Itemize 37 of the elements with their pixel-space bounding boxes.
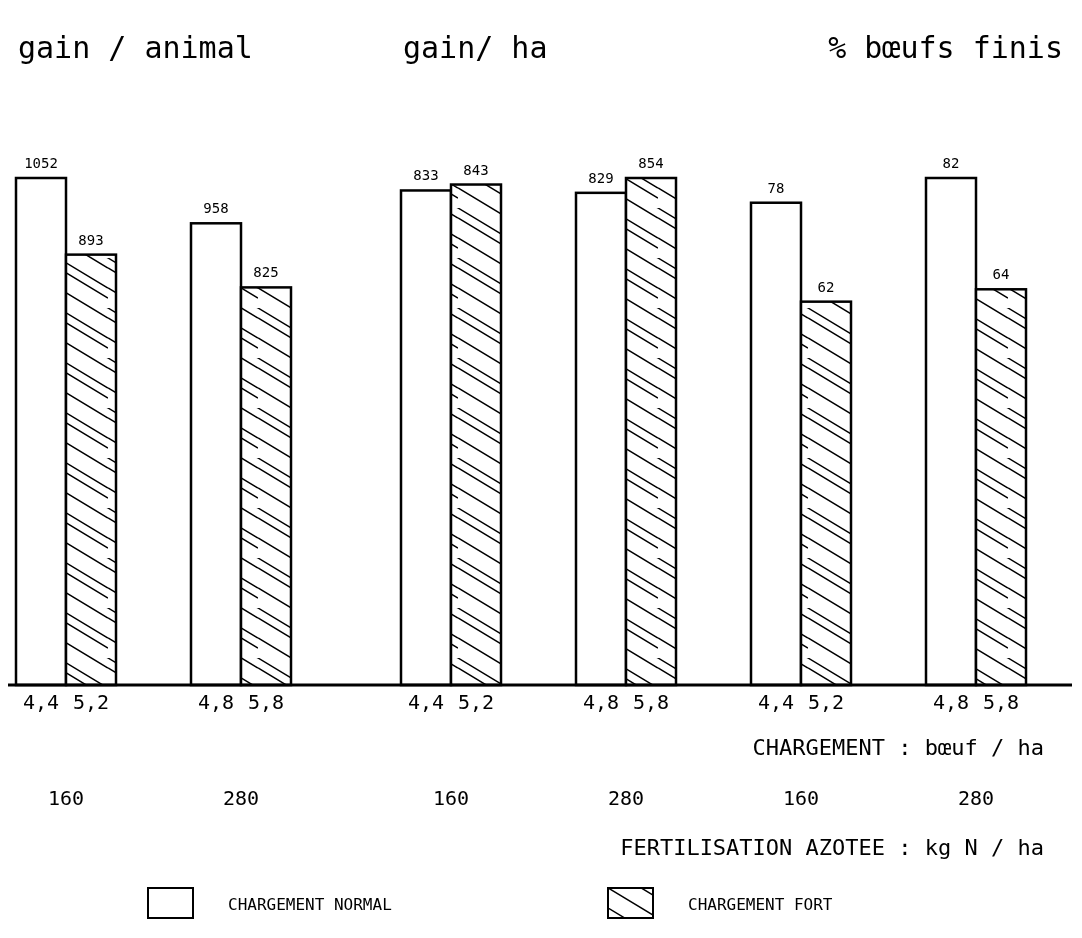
x-tick-label: 5,8 (632, 690, 670, 714)
x-tick-label: 5,8 (982, 690, 1020, 714)
x-tick-label: 5,2 (72, 690, 110, 714)
data-label: 1052 (24, 155, 58, 171)
text: 160 (432, 786, 470, 810)
text: 280 (957, 786, 995, 810)
chart-title: gain / animal (18, 30, 253, 65)
legend-label: CHARGEMENT NORMAL (228, 895, 392, 914)
data-label: 78 (767, 179, 785, 196)
x-tick-label: 4,4 (22, 690, 60, 714)
x-tick-label: 5,2 (807, 690, 845, 714)
data-label: 833 (413, 167, 439, 184)
text: FERTILISATION AZOTEE : kg N / ha (620, 835, 1044, 860)
text: 160 (782, 786, 820, 810)
text: 280 (607, 786, 645, 810)
text: 160 (47, 786, 85, 810)
x-tick-label: 4,4 (757, 690, 795, 714)
data-label: 854 (638, 155, 664, 171)
data-label: 82 (942, 155, 960, 171)
data-label: 62 (817, 278, 835, 295)
data-label: 64 (992, 266, 1010, 283)
data-label: 829 (588, 169, 614, 186)
data-label: 843 (463, 161, 489, 178)
x-tick-label: 4,8 (582, 690, 620, 714)
x-tick-label: 5,2 (457, 690, 495, 714)
data-label: 893 (78, 231, 104, 248)
chart-title: % bœufs finis (828, 30, 1063, 65)
legend-label: CHARGEMENT FORT (688, 895, 833, 914)
x-tick-label: 5,8 (247, 690, 285, 714)
x-tick-label: 4,8 (197, 690, 235, 714)
text: 280 (222, 786, 260, 810)
chart-title: gain/ ha (403, 30, 548, 65)
x-tick-label: 4,4 (407, 690, 445, 714)
data-label: 825 (253, 264, 279, 281)
x-tick-label: 4,8 (932, 690, 970, 714)
x-axis-title: CHARGEMENT : bœuf / ha (752, 735, 1044, 760)
data-label: 958 (203, 200, 229, 217)
